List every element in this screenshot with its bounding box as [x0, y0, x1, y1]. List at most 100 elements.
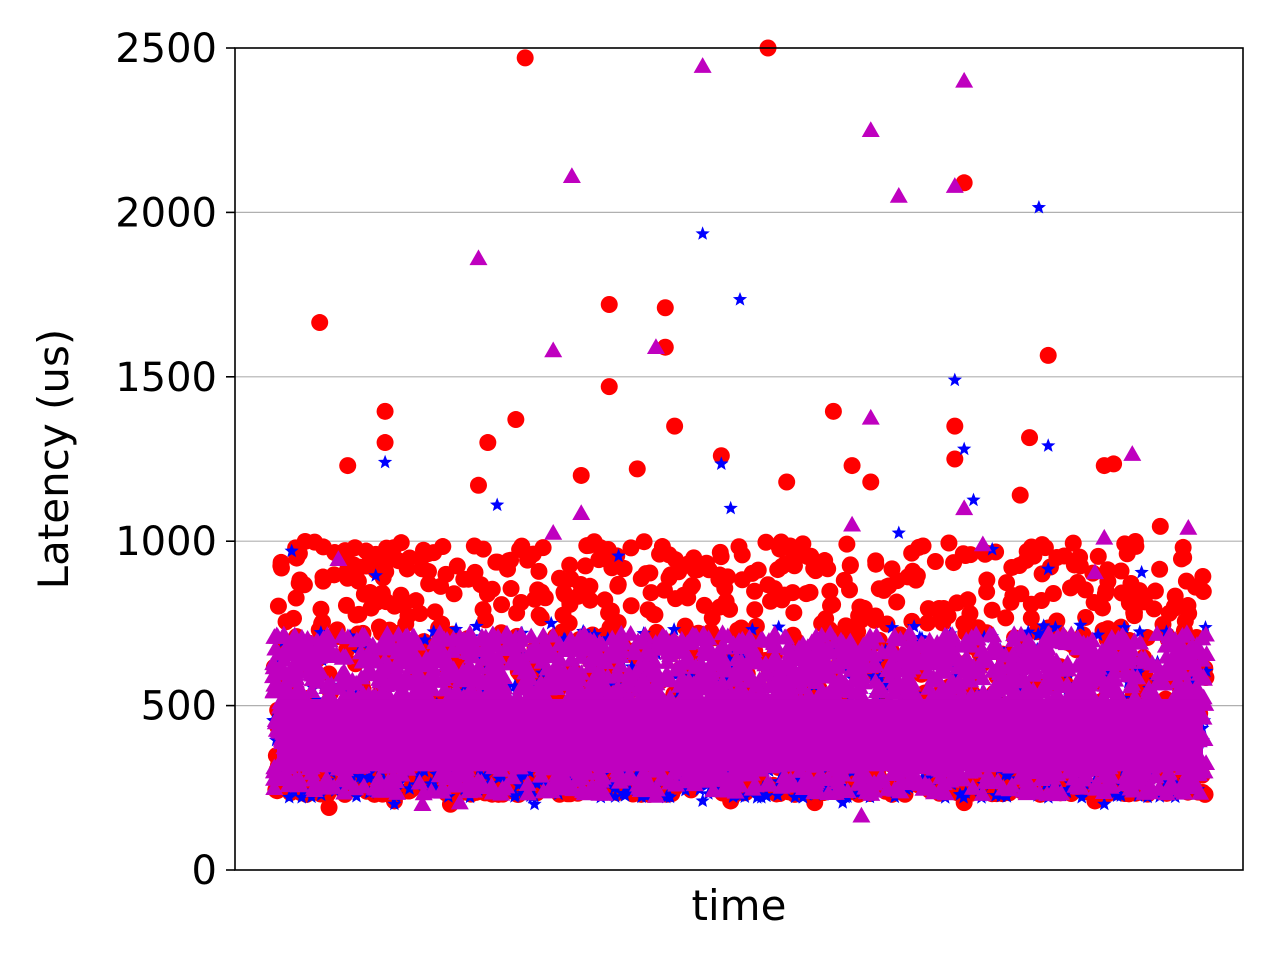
star-point: [294, 790, 309, 804]
triangle-point: [264, 682, 283, 699]
triangle-point: [450, 793, 469, 810]
star-point: [1159, 624, 1174, 639]
triangle-point: [1039, 662, 1058, 679]
circle-point: [757, 533, 775, 551]
triangle-point: [274, 663, 293, 680]
triangle-point: [491, 679, 510, 696]
triangle-point: [378, 625, 397, 641]
circle-point: [805, 559, 823, 577]
circle-point: [581, 591, 599, 609]
triangle-point: [363, 636, 382, 653]
triangle-point: [1002, 654, 1021, 670]
triangle-point: [373, 684, 392, 701]
star-point: [956, 790, 971, 804]
triangle-point: [935, 626, 954, 643]
triangle-point: [590, 634, 609, 651]
triangle-point: [437, 769, 456, 786]
triangle-point: [318, 678, 337, 695]
triangle-point: [634, 670, 653, 687]
star-point: [915, 770, 930, 785]
triangle-point: [850, 765, 869, 782]
circle-point: [1022, 609, 1040, 627]
triangle-point: [370, 670, 389, 686]
star-point: [722, 651, 737, 666]
star-point: [538, 777, 553, 792]
triangle-point: [729, 634, 748, 650]
circle-point: [1010, 557, 1028, 575]
star-point: [1134, 564, 1149, 579]
triangle-point: [610, 629, 629, 646]
triangle-point: [286, 671, 305, 688]
y-tick-label: 2500: [115, 26, 217, 72]
triangle-point: [990, 664, 1009, 681]
circle-point: [376, 434, 394, 452]
triangle-point: [503, 768, 522, 785]
circle-point: [385, 539, 403, 557]
triangle-point: [920, 777, 939, 794]
dense-band: [277, 699, 1203, 772]
triangle-point: [333, 627, 352, 644]
triangle-point: [1074, 770, 1093, 787]
triangle-point: [572, 636, 591, 653]
triangle-point: [589, 645, 608, 662]
star-point: [885, 620, 900, 634]
star-point: [377, 454, 393, 469]
circle-point: [676, 617, 694, 635]
triangle-point: [558, 675, 577, 691]
triangle-point: [1095, 528, 1114, 545]
triangle-point: [611, 647, 630, 664]
circle-point: [997, 609, 1015, 627]
star-point: [891, 525, 906, 539]
circle-point: [1151, 517, 1169, 535]
triangle-point: [785, 662, 804, 679]
triangle-point: [1017, 685, 1036, 702]
circle-point: [269, 597, 287, 615]
triangle-point: [385, 675, 404, 691]
triangle-point: [562, 167, 581, 183]
circle-point: [711, 598, 729, 616]
triangle-point: [905, 636, 924, 653]
triangle-point: [861, 121, 880, 137]
triangle-point: [334, 662, 353, 679]
circle-point: [1004, 587, 1022, 605]
circle-point: [576, 557, 594, 575]
triangle-point: [460, 769, 479, 786]
triangle-point: [414, 784, 433, 801]
triangle-point: [881, 639, 900, 656]
star-point: [1152, 789, 1167, 803]
triangle-point: [302, 682, 321, 698]
circle-point: [419, 545, 437, 563]
circle-point: [1039, 346, 1057, 364]
triangle-point: [945, 177, 964, 193]
triangle-point: [733, 660, 752, 676]
triangle-point: [922, 654, 941, 671]
triangle-point: [1002, 672, 1021, 689]
circle-point: [695, 596, 713, 614]
star-point: [629, 768, 644, 782]
circle-point: [622, 597, 640, 615]
circle-point: [529, 581, 547, 599]
triangle-point: [682, 633, 701, 650]
triangle-point: [973, 535, 992, 552]
triangle-point: [388, 784, 407, 800]
triangle-point: [452, 637, 471, 654]
triangle-point: [845, 671, 864, 688]
triangle-point: [899, 661, 918, 678]
star-point: [478, 768, 493, 782]
circle-point: [401, 549, 419, 567]
triangle-point: [709, 681, 728, 698]
triangle-point: [818, 638, 837, 654]
triangle-point: [608, 766, 627, 783]
circle-point: [771, 540, 789, 558]
circle-point: [838, 535, 856, 553]
triangle-point: [314, 629, 333, 646]
circle-point: [855, 599, 873, 617]
triangle-point: [1091, 666, 1110, 683]
triangle-point: [930, 781, 949, 798]
circle-point: [493, 596, 511, 614]
circle-point: [306, 533, 324, 551]
triangle-point: [1125, 767, 1144, 784]
circle-point: [277, 613, 295, 631]
circle-point: [448, 557, 466, 575]
